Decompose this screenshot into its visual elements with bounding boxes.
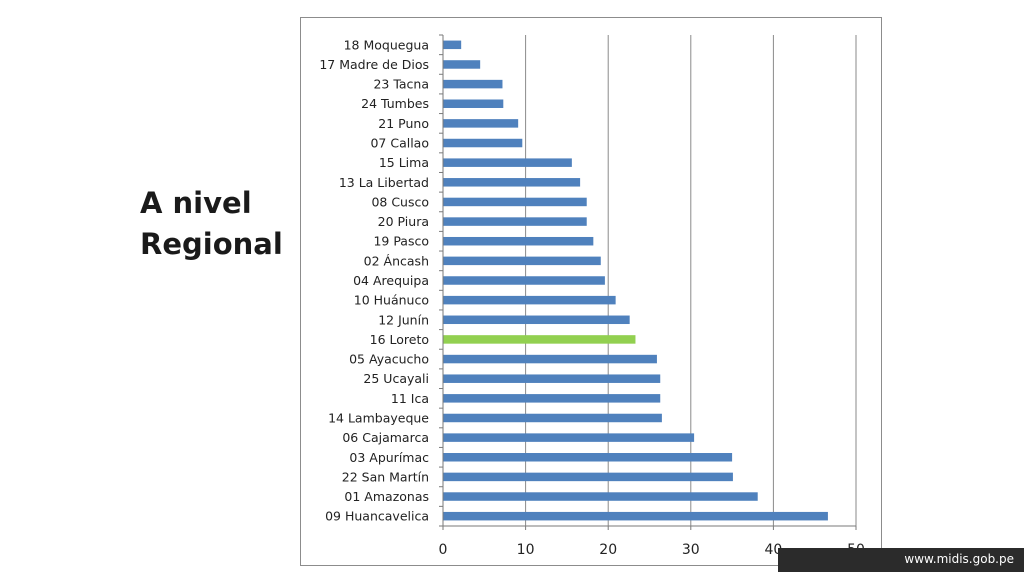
category-label: 11 Ica — [391, 391, 429, 406]
bar-22 — [443, 472, 733, 482]
bar-20 — [443, 433, 695, 442]
bar-19 — [443, 413, 662, 423]
category-label: 22 San Martín — [342, 469, 429, 484]
bar-11 — [443, 256, 601, 266]
category-label: 13 La Libertad — [339, 175, 429, 190]
category-label: 08 Cusco — [371, 194, 429, 209]
category-label: 16 Loreto — [370, 332, 429, 347]
x-tick-label: 0 — [439, 542, 448, 558]
category-label: 04 Arequipa — [353, 273, 429, 288]
bar-18 — [443, 394, 661, 403]
category-label: 06 Cajamarca — [342, 430, 429, 445]
chart-canvas: 18 Moquegua 17 Madre de Dios 23 Tacna 24 Tu… — [319, 34, 865, 558]
bar-8 — [443, 197, 587, 207]
bar-chart: 18 Moquegua 17 Madre de Dios 23 Tacna 24 Tu… — [300, 17, 882, 566]
bar-13 — [443, 295, 616, 305]
category-label: 07 Callao — [370, 136, 429, 151]
footer-url: www.midis.gob.pe — [904, 552, 1014, 566]
bar-23 — [443, 492, 758, 501]
bar-16 — [443, 354, 657, 364]
category-label: 10 Huánuco — [354, 293, 429, 308]
category-label: 25 Ucayali — [363, 371, 429, 386]
x-tick-label: 30 — [682, 542, 700, 558]
category-label: 03 Apurímac — [349, 450, 429, 465]
bar-14 — [443, 315, 630, 325]
category-label: 19 Pasco — [373, 234, 429, 249]
category-label: 18 Moquegua — [344, 37, 429, 52]
slide-title-line-2: Regional — [140, 227, 283, 261]
category-label: 02 Áncash — [364, 253, 429, 268]
x-tick-label: 10 — [517, 542, 535, 558]
bar-1 — [443, 60, 481, 69]
footer-bar: www.midis.gob.pe — [778, 548, 1024, 572]
category-label: 15 Lima — [379, 155, 429, 170]
bar-4 — [443, 119, 519, 128]
bar-5 — [443, 138, 523, 148]
bar-9 — [443, 217, 587, 226]
bar-0 — [443, 40, 462, 50]
bar-15 — [443, 335, 636, 344]
bar-2 — [443, 79, 503, 89]
category-label: 14 Lambayeque — [328, 410, 429, 425]
bar-7 — [443, 178, 581, 187]
x-tick-label: 20 — [599, 542, 617, 558]
x-tick-label: 40 — [764, 542, 782, 558]
category-label: 20 Piura — [378, 214, 429, 229]
bar-6 — [443, 158, 572, 167]
bar-24 — [443, 511, 828, 521]
bar-17 — [443, 374, 661, 383]
bar-21 — [443, 453, 733, 462]
bar-10 — [443, 236, 594, 246]
category-label: 17 Madre de Dios — [319, 57, 429, 72]
bar-12 — [443, 276, 605, 285]
category-label: 21 Puno — [378, 116, 429, 131]
category-label: 23 Tacna — [373, 77, 429, 92]
category-label: 09 Huancavelica — [325, 509, 429, 524]
category-label: 01 Amazonas — [344, 489, 429, 504]
category-label: 24 Tumbes — [361, 96, 429, 111]
bar-3 — [443, 99, 504, 108]
category-label: 12 Junín — [378, 312, 429, 327]
slide-title-line-1: A nivel — [140, 186, 252, 220]
category-label: 05 Ayacucho — [349, 352, 429, 367]
slide-title: A nivel Regional — [140, 183, 300, 265]
